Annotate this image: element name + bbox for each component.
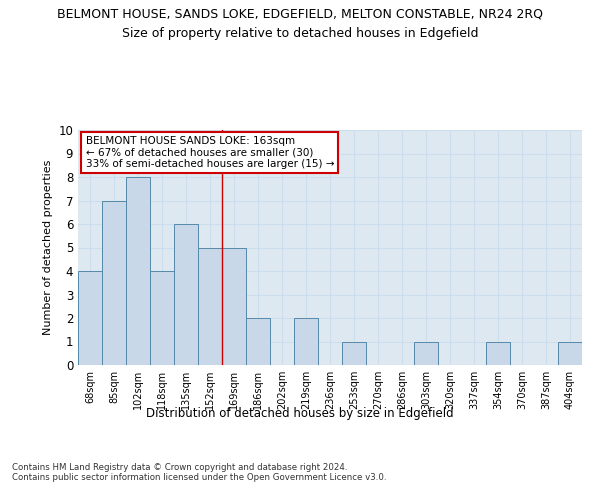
Bar <box>558 342 582 365</box>
Text: BELMONT HOUSE SANDS LOKE: 163sqm
← 67% of detached houses are smaller (30)
33% o: BELMONT HOUSE SANDS LOKE: 163sqm ← 67% o… <box>86 136 334 169</box>
Bar <box>222 248 246 365</box>
Bar <box>414 342 438 365</box>
Bar <box>198 248 222 365</box>
Bar <box>246 318 270 365</box>
Text: BELMONT HOUSE, SANDS LOKE, EDGEFIELD, MELTON CONSTABLE, NR24 2RQ: BELMONT HOUSE, SANDS LOKE, EDGEFIELD, ME… <box>57 8 543 20</box>
Bar <box>294 318 318 365</box>
Bar <box>126 177 150 365</box>
Bar <box>174 224 198 365</box>
Bar <box>78 271 102 365</box>
Bar <box>102 200 126 365</box>
Bar <box>486 342 510 365</box>
Bar <box>150 271 174 365</box>
Y-axis label: Number of detached properties: Number of detached properties <box>43 160 53 335</box>
Text: Contains HM Land Registry data © Crown copyright and database right 2024.
Contai: Contains HM Land Registry data © Crown c… <box>12 462 386 482</box>
Text: Size of property relative to detached houses in Edgefield: Size of property relative to detached ho… <box>122 28 478 40</box>
Bar <box>342 342 366 365</box>
Text: Distribution of detached houses by size in Edgefield: Distribution of detached houses by size … <box>146 408 454 420</box>
